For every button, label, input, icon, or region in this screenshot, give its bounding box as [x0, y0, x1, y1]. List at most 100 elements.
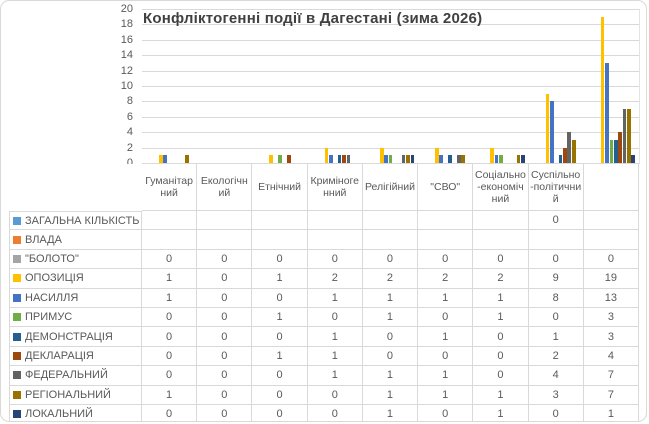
y-tick-label: 14 — [120, 49, 133, 62]
bar-group — [252, 9, 307, 163]
bar[interactable] — [558, 155, 563, 163]
table-cell: 1 — [362, 307, 419, 328]
table-cell: 0 — [252, 404, 308, 421]
bar[interactable] — [388, 155, 393, 163]
y-tick-label: 0 — [126, 157, 133, 169]
bar[interactable] — [631, 155, 636, 163]
bar[interactable] — [158, 155, 163, 163]
bar[interactable] — [329, 155, 333, 163]
bar[interactable] — [563, 147, 567, 163]
bar[interactable] — [549, 101, 554, 163]
bar[interactable] — [278, 155, 282, 163]
table-cell: 0 — [197, 269, 253, 289]
table-cell — [307, 211, 363, 231]
table-cell: 0 — [252, 366, 308, 386]
bar[interactable] — [406, 155, 410, 163]
bar-slot — [163, 9, 168, 163]
table-header-cell: Суспільно-політичний — [528, 164, 584, 211]
plot-area[interactable] — [142, 9, 640, 164]
bar[interactable] — [613, 139, 618, 163]
table-cell: 0 — [197, 366, 253, 386]
table-cell: 19 — [583, 269, 639, 289]
bar-slot — [379, 9, 384, 163]
bar[interactable] — [461, 155, 466, 163]
table-cell: 0 — [307, 249, 363, 270]
bar[interactable] — [269, 155, 274, 163]
bar[interactable] — [448, 155, 452, 163]
bar[interactable] — [337, 155, 342, 163]
legend-item: ВЛАДА — [9, 230, 142, 250]
table-cell: 1 — [307, 288, 363, 308]
table-cell — [362, 211, 419, 231]
bar-slot — [499, 9, 503, 163]
bar[interactable] — [490, 147, 494, 163]
table-cell: 9 — [528, 269, 584, 289]
bar-slot — [342, 9, 346, 163]
table-cell: 0 — [473, 346, 529, 367]
bar[interactable] — [379, 147, 384, 163]
bar[interactable] — [516, 155, 521, 163]
table-cell: 1 — [252, 346, 308, 367]
bar[interactable] — [567, 132, 572, 163]
table-cell: 4 — [583, 346, 639, 367]
table-cell: 0 — [528, 249, 584, 270]
bar[interactable] — [286, 155, 291, 163]
bar-slot — [613, 9, 618, 163]
bar[interactable] — [499, 155, 503, 163]
bar[interactable] — [384, 155, 388, 163]
series-name: ЛОКАЛЬНИЙ — [25, 408, 93, 421]
bar[interactable] — [521, 155, 525, 163]
bar-group — [197, 9, 252, 163]
bar[interactable] — [457, 155, 461, 163]
bar[interactable] — [627, 109, 631, 163]
legend-item: НАСИЛЛЯ — [9, 288, 142, 308]
table-cell — [307, 230, 363, 250]
table-cell: 0 — [197, 288, 253, 308]
bar-slot — [549, 9, 554, 163]
legend-swatch — [13, 254, 21, 263]
bar[interactable] — [571, 139, 576, 163]
y-tick-label: 2 — [126, 141, 133, 154]
bar-slot — [618, 9, 622, 163]
bar[interactable] — [600, 16, 605, 163]
legend-swatch — [13, 371, 21, 380]
bar-slot — [521, 9, 525, 163]
series-name: "БОЛОТО" — [25, 252, 79, 265]
bar[interactable] — [605, 62, 609, 163]
bar[interactable] — [342, 155, 346, 163]
bar[interactable] — [494, 155, 499, 163]
bar[interactable] — [545, 93, 550, 163]
bar[interactable] — [324, 147, 329, 163]
table-cell: 0 — [252, 385, 308, 405]
legend-item: "БОЛОТО" — [9, 249, 142, 270]
table-cell: 0 — [252, 249, 308, 270]
series-name: ВЛАДА — [25, 233, 62, 246]
bar-group — [584, 9, 639, 163]
table-cell — [418, 230, 474, 250]
table-cell — [583, 230, 639, 250]
table-header-cell: Релігійний — [362, 164, 419, 211]
bar[interactable] — [185, 155, 189, 163]
table-header-cell: Криміногенний — [307, 164, 363, 211]
bar[interactable] — [618, 132, 622, 163]
table-cell: 2 — [528, 346, 584, 367]
bar[interactable] — [346, 155, 351, 163]
table-cell: 0 — [142, 249, 198, 270]
bar[interactable] — [439, 155, 444, 163]
series-name: ДЕМОНСТРАЦІЯ — [25, 330, 113, 343]
bar[interactable] — [609, 139, 614, 163]
bar-slot — [567, 9, 572, 163]
y-tick-label: 20 — [120, 3, 133, 15]
table-cell — [583, 211, 639, 231]
table-cell: 0 — [197, 307, 253, 328]
bar[interactable] — [401, 155, 406, 163]
bar[interactable] — [622, 109, 627, 163]
legend-item: ЛОКАЛЬНИЙ — [9, 404, 142, 421]
bar[interactable] — [410, 155, 415, 163]
bar[interactable] — [435, 147, 439, 163]
table-cell: 1 — [362, 288, 419, 308]
table-cell: 0 — [142, 346, 198, 367]
bar-slot — [384, 9, 388, 163]
bar[interactable] — [163, 155, 168, 163]
